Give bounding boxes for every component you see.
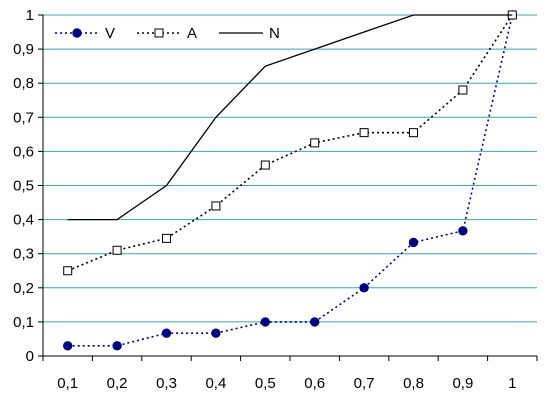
y-tick-label: 0,8 xyxy=(13,75,34,92)
legend-label-N: N xyxy=(269,25,280,42)
data-point-A xyxy=(211,201,221,211)
y-tick-label: 0 xyxy=(26,348,34,365)
series-line-N xyxy=(67,14,513,221)
series-V xyxy=(62,10,517,351)
gridlines xyxy=(43,14,537,323)
legend-item-N: N xyxy=(219,25,280,42)
legend-label-V: V xyxy=(105,25,115,42)
x-tick-label: 0,4 xyxy=(205,375,226,392)
data-point-V xyxy=(458,226,468,236)
series-A xyxy=(63,10,517,276)
data-point-V xyxy=(408,237,419,248)
data-point-A xyxy=(409,128,418,138)
x-tick-label: 0,7 xyxy=(354,375,375,392)
y-tick-label: 0,5 xyxy=(13,178,34,195)
data-point-V xyxy=(359,283,369,293)
data-point-V xyxy=(112,341,122,351)
y-tick-label: 0,1 xyxy=(13,314,34,331)
x-tick-label: 0,6 xyxy=(304,375,325,392)
x-tick-label: 0,1 xyxy=(57,375,78,392)
x-tick-label: 0,2 xyxy=(107,375,128,392)
y-tick-label: 0,4 xyxy=(13,212,34,229)
series-N xyxy=(67,14,513,221)
legend-marker-V xyxy=(72,28,82,38)
data-point-A xyxy=(458,85,468,95)
data-point-V xyxy=(161,328,172,338)
series-line-V xyxy=(67,14,514,347)
y-tick-label: 0,9 xyxy=(13,41,34,58)
y-tick-labels: 0 0,1 0,2 0,3 0,4 0,5 0,6 0,7 0,8 0,9 1 xyxy=(13,7,34,365)
series xyxy=(62,10,517,351)
y-tick-label: 0,7 xyxy=(13,109,34,126)
x-tick-labels: 0,1 0,2 0,3 0,4 0,5 0,6 0,7 0,8 0,9 1 xyxy=(57,375,516,392)
axes xyxy=(38,14,538,361)
data-point-V xyxy=(260,317,270,327)
data-point-V xyxy=(211,328,221,338)
data-point-V xyxy=(62,341,73,351)
data-point-A xyxy=(63,266,73,276)
y-tick-label: 0,6 xyxy=(13,143,34,160)
data-point-A xyxy=(112,245,122,255)
x-tick-label: 0,8 xyxy=(403,375,424,392)
legend-marker-A xyxy=(154,28,164,38)
x-tick-label: 0,3 xyxy=(156,375,177,392)
data-point-A xyxy=(359,128,369,138)
legend-item-V: V xyxy=(55,25,115,42)
y-tick-label: 0,2 xyxy=(13,280,34,297)
data-point-V xyxy=(310,317,320,327)
legend-label-A: A xyxy=(187,25,197,42)
y-tick-label: 0,3 xyxy=(13,246,34,263)
data-point-A xyxy=(310,138,320,148)
x-tick-label: 1 xyxy=(508,375,516,392)
data-point-A xyxy=(162,233,171,243)
x-tick-label: 0,5 xyxy=(255,375,276,392)
data-point-A xyxy=(260,160,270,170)
series-line-A xyxy=(67,14,513,272)
y-tick-label: 1 xyxy=(26,7,34,24)
legend-item-A: A xyxy=(137,25,197,42)
x-tick-label: 0,9 xyxy=(452,375,473,392)
